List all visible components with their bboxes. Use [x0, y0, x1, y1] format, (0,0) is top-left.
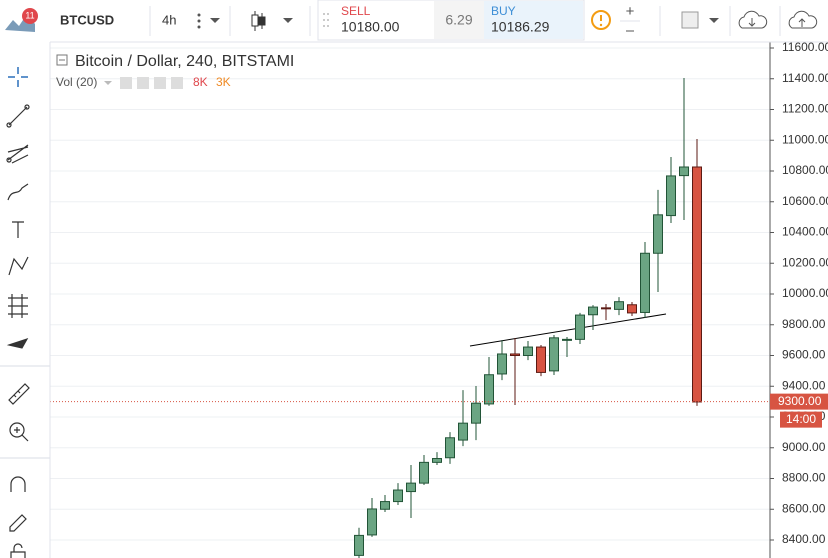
menu-dots[interactable]: [197, 13, 201, 29]
candle-body: [354, 534, 364, 556]
indicator-buttons[interactable]: [120, 77, 183, 89]
y-tick-label: 9000.00: [782, 440, 826, 454]
candle-body: [497, 353, 507, 375]
last-price-box: [770, 393, 828, 410]
y-tick-label: 11400.00: [782, 71, 828, 85]
y-tick-label: 10800.00: [782, 163, 828, 177]
candle-body: [614, 301, 624, 310]
symbol[interactable]: BTCUSD: [60, 12, 114, 27]
prediction-tool[interactable]: [8, 294, 28, 318]
y-tick-label: 10000.00: [782, 286, 828, 300]
text-tool[interactable]: [12, 221, 24, 238]
candle-body: [627, 304, 637, 314]
icon-tool[interactable]: [6, 337, 29, 349]
candle-body: [445, 437, 455, 459]
spread: 6.29: [445, 12, 472, 28]
buy-button[interactable]: [484, 1, 583, 39]
candle-body: [484, 374, 494, 405]
candle-body: [653, 214, 663, 254]
candle-body: [549, 337, 559, 372]
magnet-tool[interactable]: [10, 476, 26, 492]
lock-tool[interactable]: [9, 514, 27, 532]
zoom-tool[interactable]: [9, 422, 29, 442]
candle-body: [367, 508, 377, 536]
chart-style-icon[interactable]: [251, 11, 266, 31]
candle-body: [601, 307, 611, 310]
alerts-badge: 11: [25, 10, 34, 20]
alert-icon[interactable]: [591, 10, 611, 30]
measure-tool[interactable]: [8, 383, 30, 405]
sell-button[interactable]: [334, 1, 434, 39]
candle-body: [419, 461, 429, 484]
y-tick-label: 10600.00: [782, 194, 828, 208]
trend-line[interactable]: [469, 313, 667, 347]
dropdown-arrow[interactable]: [210, 18, 220, 23]
candle-body: [393, 489, 403, 503]
candle-body: [536, 346, 546, 373]
candle-body: [406, 482, 416, 493]
y-tick-label: 9400.00: [782, 378, 826, 392]
save-icon[interactable]: [788, 10, 818, 29]
candle-body: [523, 346, 533, 357]
candle-body: [432, 458, 442, 463]
pattern-tool[interactable]: [8, 256, 29, 276]
countdown: 14:00: [786, 412, 816, 426]
y-tick-label: 8800.00: [782, 471, 826, 485]
y-tick-label: 9800.00: [782, 317, 826, 331]
trend-line-tool[interactable]: [6, 104, 30, 128]
crosshair-tool[interactable]: [8, 67, 28, 87]
buy-label: BUY: [491, 4, 516, 18]
sell-label: SELL: [341, 4, 371, 18]
sell-price: 10180.00: [341, 19, 400, 35]
y-tick-label: 10200.00: [782, 255, 828, 269]
left-toolbar: [0, 0, 50, 558]
y-tick-label: 11600.00: [782, 40, 828, 54]
candle-body: [380, 501, 390, 510]
candle-body: [679, 166, 689, 177]
countdown-box: [780, 411, 822, 428]
candle-body: [458, 422, 468, 441]
brush-tool[interactable]: [7, 183, 29, 201]
y-tick-label: 11000.00: [782, 132, 828, 146]
candle-body: [692, 166, 702, 403]
candle-body: [510, 353, 520, 357]
y-tick-label: 10400.00: [782, 225, 828, 239]
buy-price: 10186.29: [491, 19, 550, 35]
candle-body: [640, 252, 650, 313]
color-picker[interactable]: [681, 11, 699, 29]
last-price-label: 9300.00: [778, 394, 822, 408]
candle-body: [575, 314, 585, 340]
candle-body: [666, 175, 676, 217]
y-tick-label: 8400.00: [782, 532, 826, 546]
interval[interactable]: 4h: [162, 12, 176, 27]
indicator-value: 8K: [193, 75, 208, 89]
plus-icon[interactable]: +: [626, 3, 635, 20]
y-tick-label: 9600.00: [782, 348, 826, 362]
load-icon[interactable]: [738, 10, 768, 29]
candle-body: [588, 306, 598, 316]
visibility-tool[interactable]: [10, 543, 26, 558]
candle-body: [471, 402, 481, 424]
candle-body: [562, 338, 572, 341]
pitchfork-tool[interactable]: [6, 144, 29, 164]
indicator-name: Vol (20): [56, 75, 97, 89]
y-tick-label: 11200.00: [782, 102, 828, 116]
indicator-value: 3K: [216, 75, 231, 89]
y-tick-label: 8600.00: [782, 501, 826, 515]
chart-title: Bitcoin / Dollar, 240, BITSTAMI: [75, 53, 294, 70]
